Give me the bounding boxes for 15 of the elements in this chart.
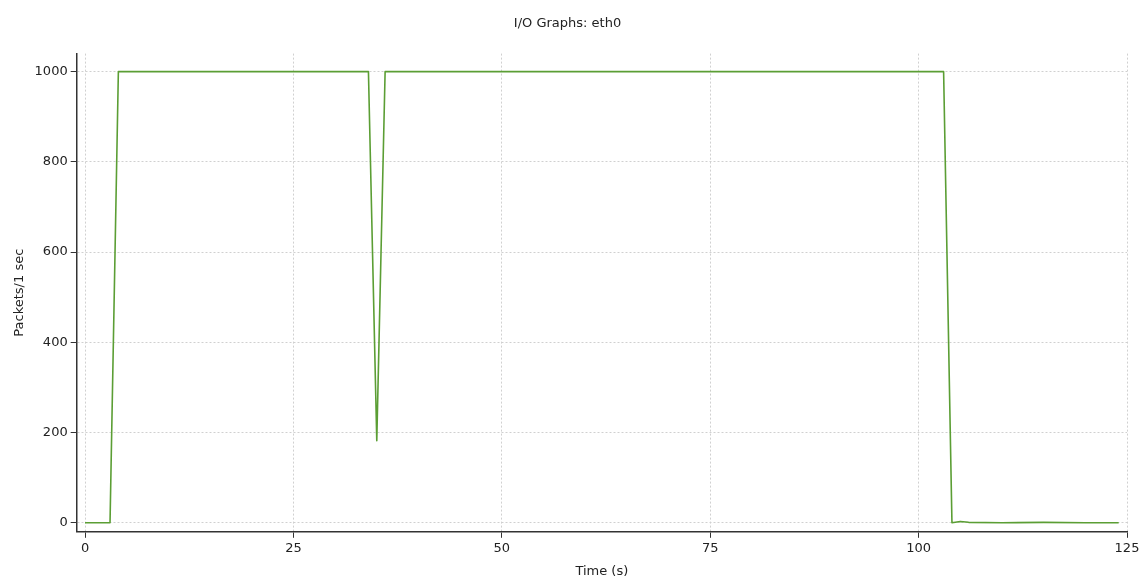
x-tick-label: 75 [701,539,719,555]
y-tick-label: 0 [59,514,68,530]
x-tick-label: 50 [493,539,511,555]
y-tick-label: 800 [42,153,68,169]
y-tick-label: 600 [42,243,68,259]
y-tick-label: 400 [42,333,68,349]
x-axis-title: Time (s) [574,562,629,578]
x-tick-label: 125 [1114,539,1140,555]
y-axis-title: Packets/1 sec [11,248,27,337]
y-tick-label: 200 [42,423,68,439]
y-tick-label: 1000 [34,63,68,79]
x-tick-label: 100 [906,539,932,555]
x-tick-label: 0 [80,539,90,555]
x-tick-label: 25 [285,539,302,555]
chart-title: I/O Graphs: eth0 [513,15,622,31]
